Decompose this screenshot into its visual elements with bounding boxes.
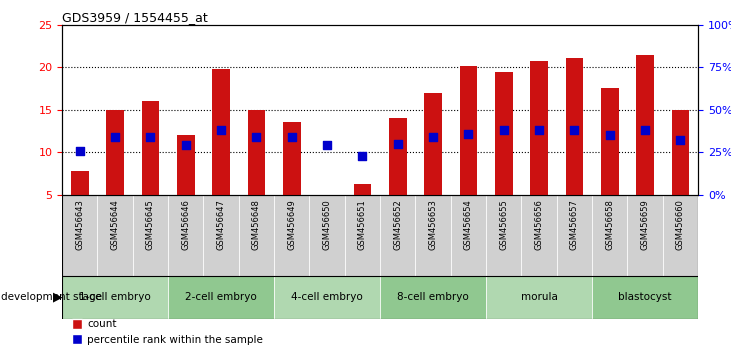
Bar [592, 195, 627, 276]
Bar [424, 93, 442, 195]
Text: ▶: ▶ [53, 291, 62, 304]
Text: development stage: development stage [1, 292, 102, 302]
Text: GSM456645: GSM456645 [146, 199, 155, 250]
Point [180, 143, 192, 148]
Text: 1-cell embryo: 1-cell embryo [79, 292, 151, 302]
Bar [97, 195, 133, 276]
Text: GSM456652: GSM456652 [393, 199, 402, 250]
Bar [354, 184, 371, 195]
Bar [274, 195, 309, 276]
Bar [106, 110, 124, 195]
Bar [592, 276, 698, 319]
Bar [380, 276, 486, 319]
Text: GSM456643: GSM456643 [75, 199, 84, 250]
Point [392, 141, 404, 147]
Point [145, 134, 156, 140]
Bar [274, 276, 380, 319]
Point [215, 127, 227, 133]
Bar [451, 195, 486, 276]
Bar [601, 88, 618, 195]
Bar [212, 69, 230, 195]
Text: GSM456647: GSM456647 [216, 199, 226, 250]
Bar [309, 195, 345, 276]
Text: GDS3959 / 1554455_at: GDS3959 / 1554455_at [62, 11, 208, 24]
Bar [636, 55, 654, 195]
Text: GSM456659: GSM456659 [640, 199, 650, 250]
Bar [133, 195, 168, 276]
Bar [486, 276, 592, 319]
Text: GSM456650: GSM456650 [322, 199, 332, 250]
Point [427, 134, 439, 140]
Bar [566, 58, 583, 195]
Bar [530, 61, 548, 195]
Text: GSM456655: GSM456655 [499, 199, 508, 250]
Text: GSM456649: GSM456649 [287, 199, 296, 250]
Point [357, 153, 368, 159]
Point [675, 137, 686, 143]
Text: GSM456656: GSM456656 [534, 199, 544, 250]
Bar [168, 195, 203, 276]
Bar [415, 195, 451, 276]
Text: GSM456644: GSM456644 [110, 199, 120, 250]
Text: GSM456646: GSM456646 [181, 199, 190, 250]
Point [286, 134, 298, 140]
Bar [239, 195, 274, 276]
Bar [283, 122, 300, 195]
Text: GSM456658: GSM456658 [605, 199, 614, 250]
Text: GSM456657: GSM456657 [570, 199, 579, 250]
Legend: count, percentile rank within the sample: count, percentile rank within the sample [67, 315, 267, 349]
Bar [460, 65, 477, 195]
Text: 8-cell embryo: 8-cell embryo [397, 292, 469, 302]
Point [569, 127, 580, 133]
Bar [389, 118, 406, 195]
Point [74, 148, 86, 153]
Bar [663, 195, 698, 276]
Bar [345, 195, 380, 276]
Bar [380, 195, 415, 276]
Bar [203, 195, 239, 276]
Text: GSM456660: GSM456660 [676, 199, 685, 250]
Bar [627, 195, 663, 276]
Bar [142, 101, 159, 195]
Point [110, 134, 121, 140]
Text: GSM456648: GSM456648 [252, 199, 261, 250]
Text: GSM456654: GSM456654 [464, 199, 473, 250]
Bar [521, 195, 557, 276]
Bar [486, 195, 521, 276]
Point [463, 131, 474, 136]
Text: 4-cell embryo: 4-cell embryo [291, 292, 363, 302]
Text: GSM456651: GSM456651 [358, 199, 367, 250]
Bar [168, 276, 274, 319]
Bar [177, 135, 194, 195]
Bar [62, 276, 168, 319]
Bar [557, 195, 592, 276]
Bar [71, 171, 88, 195]
Bar [62, 195, 97, 276]
Bar [248, 110, 265, 195]
Point [533, 127, 545, 133]
Text: blastocyst: blastocyst [618, 292, 672, 302]
Bar [495, 72, 512, 195]
Text: 2-cell embryo: 2-cell embryo [185, 292, 257, 302]
Point [251, 134, 262, 140]
Text: morula: morula [520, 292, 558, 302]
Point [604, 132, 616, 138]
Text: GSM456653: GSM456653 [428, 199, 438, 250]
Point [639, 127, 651, 133]
Point [322, 143, 333, 148]
Bar [672, 110, 689, 195]
Point [498, 127, 510, 133]
